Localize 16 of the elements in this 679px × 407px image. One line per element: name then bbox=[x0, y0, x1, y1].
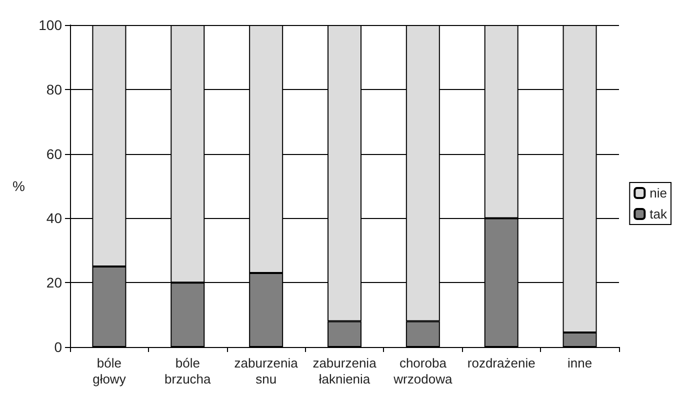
x-tick-label: zaburzenia snu bbox=[234, 356, 299, 386]
x-tick-label: bóle głowy bbox=[92, 356, 126, 386]
legend-label: tak bbox=[650, 206, 668, 222]
y-tick-label: 20 bbox=[46, 274, 62, 291]
x-tick-label: choroba wrzodowa bbox=[392, 356, 453, 386]
y-tick-label: 60 bbox=[46, 146, 62, 162]
y-axis-title: % bbox=[12, 178, 25, 194]
y-tick-label: 40 bbox=[46, 210, 62, 226]
y-tick-label: 100 bbox=[38, 17, 62, 33]
y-tick-label: 0 bbox=[54, 339, 62, 355]
x-tick-label: zaburzenia łaknienia bbox=[312, 356, 378, 386]
legend-label: nie bbox=[650, 186, 668, 200]
x-tick-label: inne bbox=[567, 356, 592, 370]
x-tick-label: rozdrażenie bbox=[467, 356, 536, 370]
y-tick-label: 80 bbox=[46, 81, 62, 98]
x-tick-label: bóle brzucha bbox=[164, 356, 212, 386]
